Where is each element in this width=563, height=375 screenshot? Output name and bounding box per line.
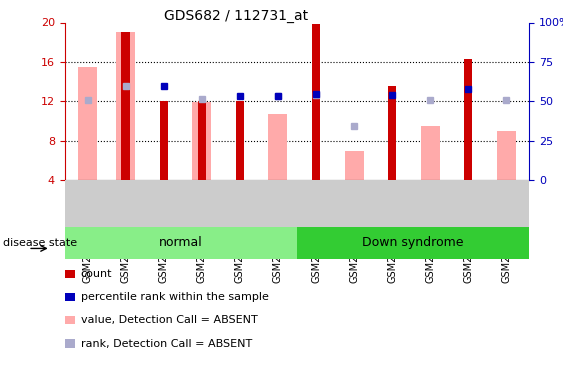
Bar: [312, 24, 320, 180]
Text: disease state: disease state: [3, 238, 77, 248]
Bar: [65, 227, 297, 259]
Bar: [269, 114, 288, 180]
Bar: [297, 227, 529, 259]
Text: rank, Detection Call = ABSENT: rank, Detection Call = ABSENT: [81, 339, 252, 348]
Bar: [236, 101, 244, 180]
Bar: [78, 67, 97, 180]
Text: count: count: [81, 269, 112, 279]
Bar: [193, 102, 211, 180]
Bar: [421, 126, 440, 180]
Text: percentile rank within the sample: percentile rank within the sample: [81, 292, 269, 302]
Bar: [345, 152, 364, 180]
Text: Down syndrome: Down syndrome: [363, 236, 464, 249]
Bar: [388, 87, 396, 180]
Text: normal: normal: [159, 236, 203, 249]
Bar: [198, 101, 206, 180]
Bar: [159, 101, 168, 180]
Bar: [497, 131, 516, 180]
Text: value, Detection Call = ABSENT: value, Detection Call = ABSENT: [81, 315, 257, 325]
Text: GDS682 / 112731_at: GDS682 / 112731_at: [164, 9, 309, 23]
Bar: [464, 59, 472, 180]
Bar: [122, 32, 130, 180]
Bar: [116, 32, 135, 180]
